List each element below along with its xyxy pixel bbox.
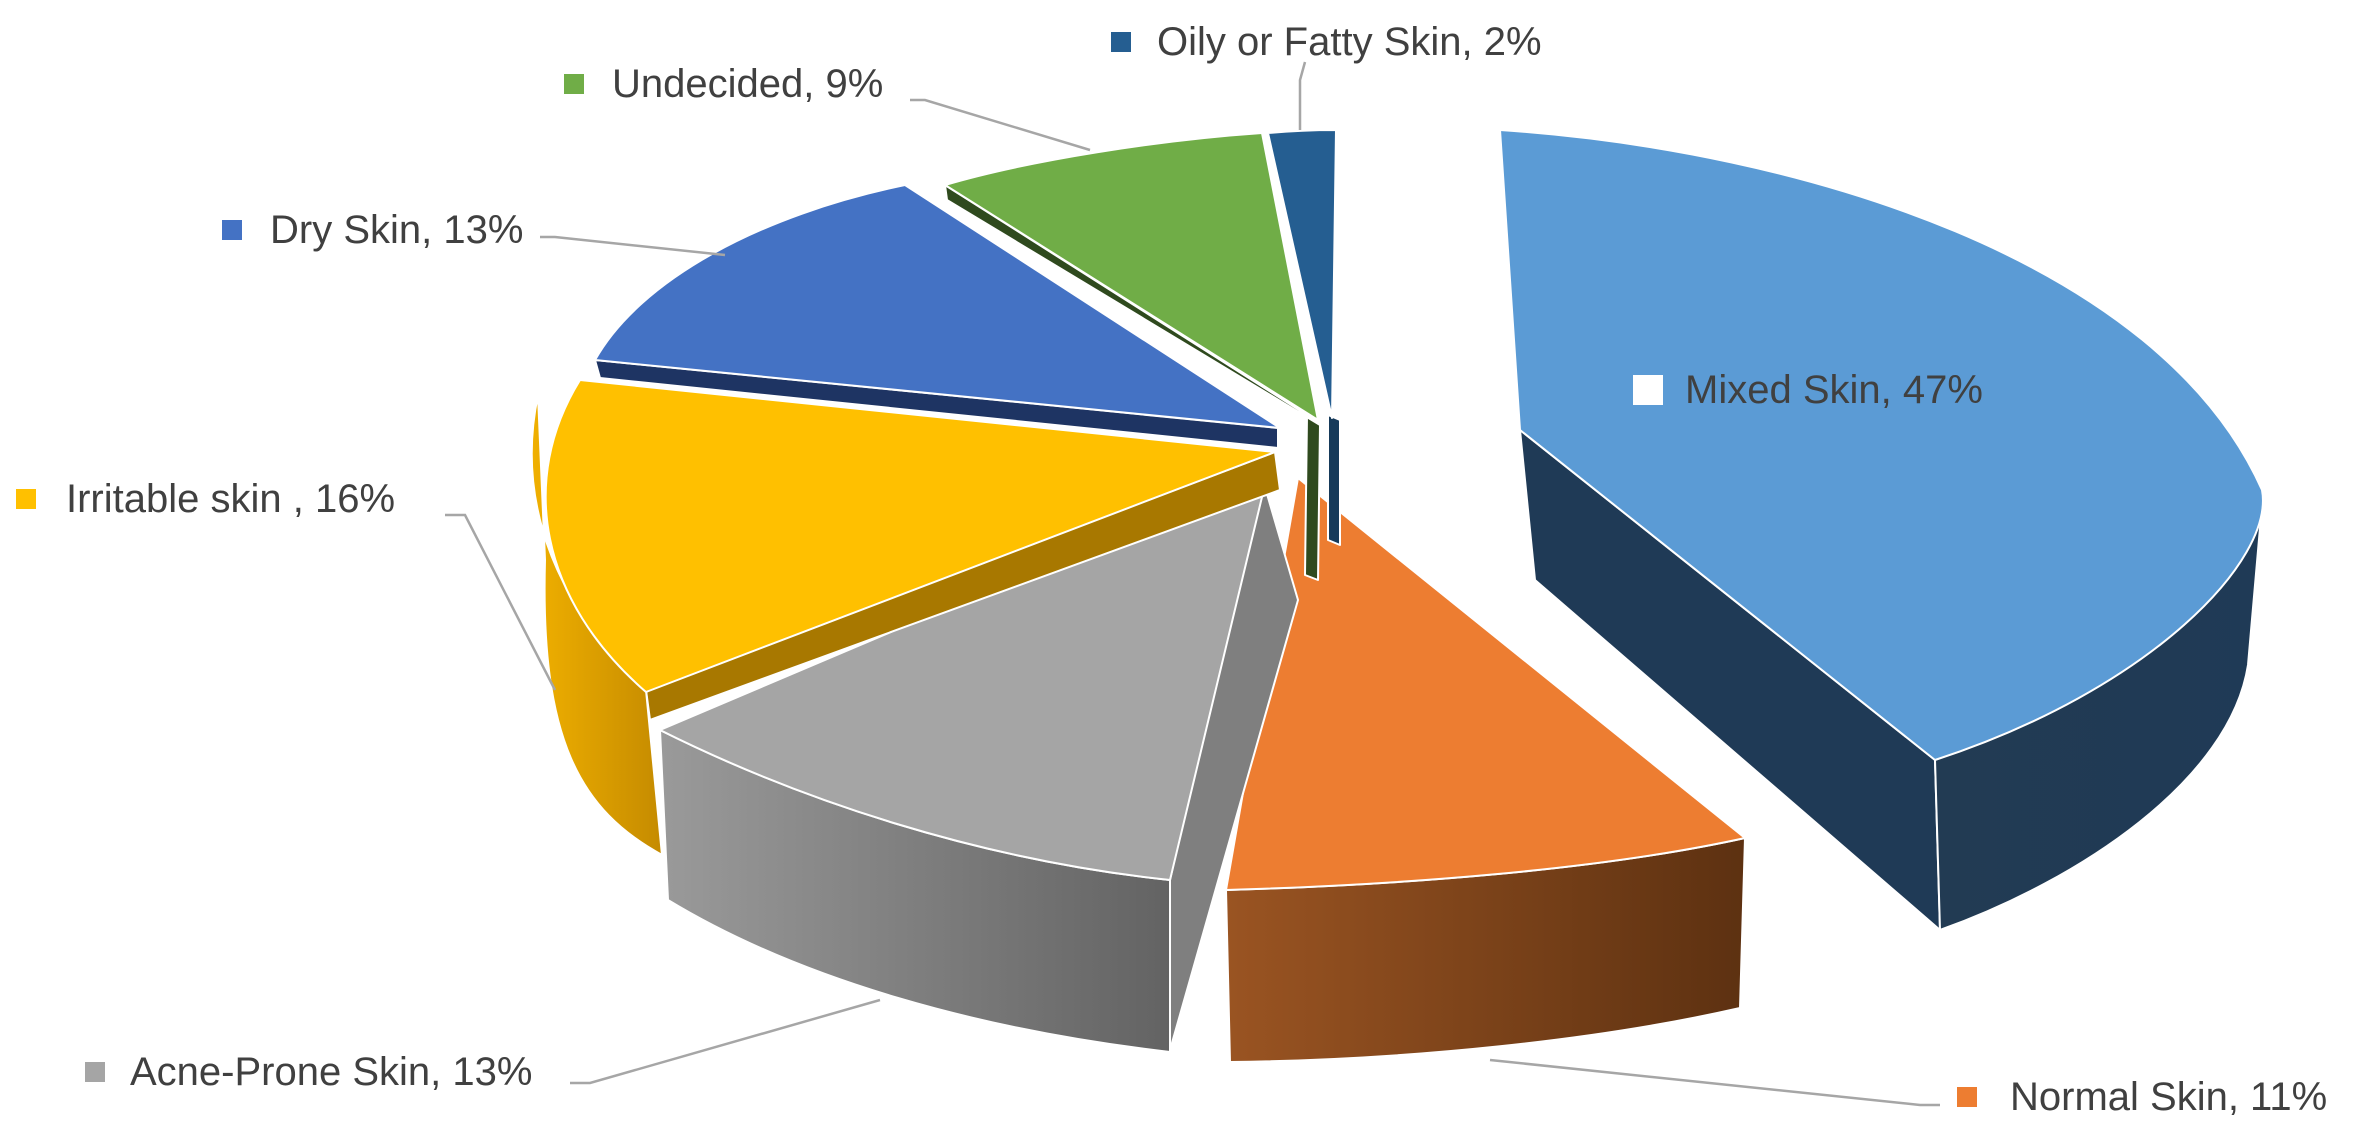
- data-label-undecided: Undecided, 9%: [612, 62, 883, 106]
- slice-oily-or-fatty-skin[interactable]: [1267, 129, 1341, 546]
- leader-line-dry-skin: [540, 235, 726, 257]
- data-label-normal-skin: Normal Skin, 11%: [2010, 1075, 2327, 1119]
- leader-line-irritable-skin: [445, 513, 557, 691]
- leader-line-normal-skin: [1489, 1058, 1940, 1107]
- leader-line-undecided: [910, 98, 1091, 152]
- leader-line-oily-or-fatty-skin: [1298, 61, 1307, 130]
- slice-undecided-top: [944, 132, 1319, 421]
- data-label-acne-prone-skin: Acne-Prone Skin, 13%: [130, 1050, 532, 1094]
- slice-irritable-skin[interactable]: [530, 379, 1281, 856]
- data-label-irritable-skin: Irritable skin , 16%: [66, 477, 395, 521]
- slice-irritable-skin-rim: [530, 394, 663, 856]
- label-marker-normal-skin: [1957, 1087, 1977, 1107]
- slice-acne-prone-skin[interactable]: [659, 469, 1299, 1053]
- slice-normal-skin-top: [1225, 477, 1746, 891]
- label-marker-mixed-skin: [1627, 369, 1669, 411]
- slice-oily-or-fatty-skin-side: [1327, 414, 1341, 546]
- label-marker-irritable-skin: [16, 489, 36, 509]
- slice-irritable-skin-top: [544, 379, 1276, 693]
- slice-undecided-side: [944, 184, 1321, 581]
- label-marker-acne-prone-skin: [85, 1062, 105, 1082]
- label-marker-oily-or-fatty-skin: [1111, 32, 1131, 52]
- slice-oily-or-fatty-skin-top: [1267, 129, 1337, 419]
- data-label-oily-or-fatty-skin: Oily or Fatty Skin, 2%: [1157, 20, 1542, 64]
- label-marker-dry-skin: [222, 220, 242, 240]
- data-label-mixed-skin: Mixed Skin, 47%: [1685, 368, 1983, 412]
- slice-mixed-skin-top: [1499, 129, 2264, 761]
- slice-mixed-skin[interactable]: [1499, 129, 2264, 931]
- data-label-dry-skin: Dry Skin, 13%: [270, 208, 523, 252]
- slice-acne-prone-skin-top: [659, 471, 1269, 881]
- slice-undecided[interactable]: [944, 132, 1321, 581]
- leader-line-acne-prone-skin: [570, 998, 881, 1085]
- label-marker-undecided: [564, 74, 584, 94]
